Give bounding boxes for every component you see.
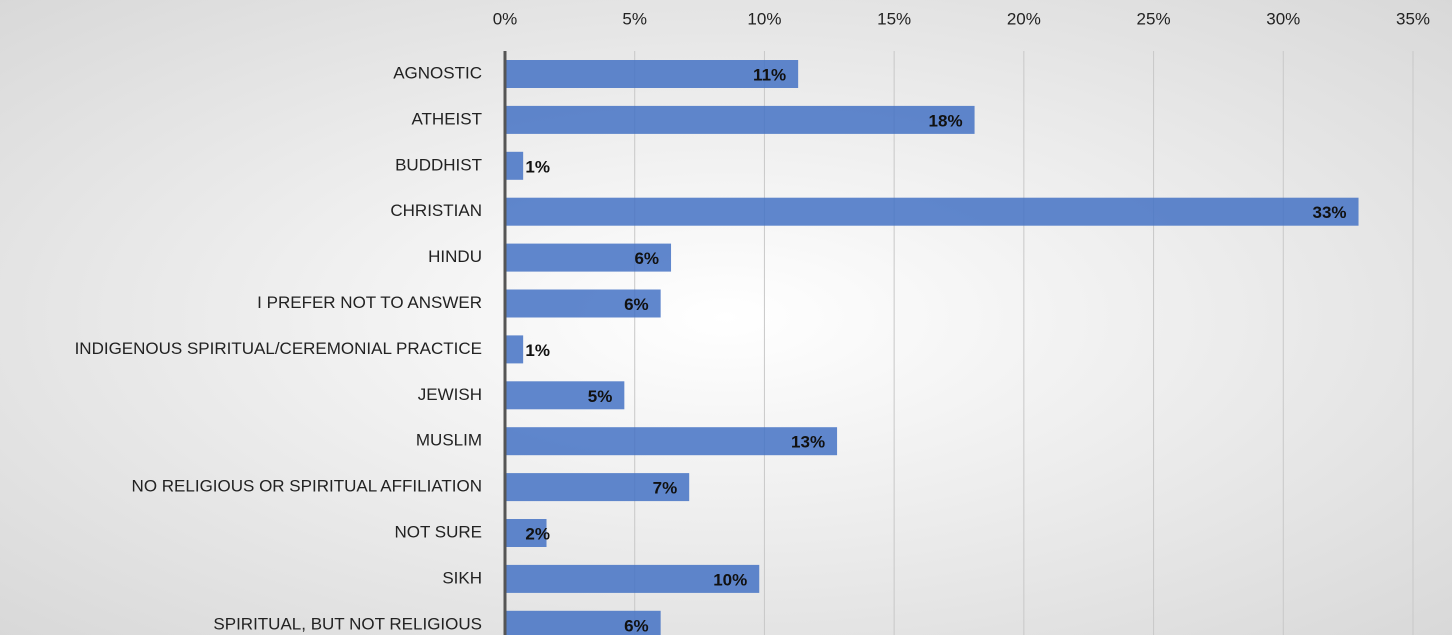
bar xyxy=(505,519,547,547)
bar xyxy=(505,610,661,635)
value-label: 11% xyxy=(753,65,786,84)
bar xyxy=(505,289,661,318)
bar xyxy=(505,105,975,134)
x-tick-label: 35% xyxy=(1396,9,1430,28)
bar xyxy=(505,243,672,272)
bar xyxy=(505,381,625,410)
value-label: 1% xyxy=(525,341,550,360)
value-label: 7% xyxy=(653,479,678,498)
y-tick-label: JEWISH xyxy=(418,385,482,404)
x-tick-label: 30% xyxy=(1266,9,1300,28)
x-tick-label: 25% xyxy=(1137,9,1171,28)
value-label: 13% xyxy=(791,433,825,452)
value-label: 33% xyxy=(1312,203,1346,222)
y-tick-label: I PREFER NOT TO ANSWER xyxy=(257,293,482,312)
value-label: 6% xyxy=(634,249,659,268)
y-tick-label: BUDDHIST xyxy=(395,155,482,174)
y-tick-label: INDIGENOUS SPIRITUAL/CEREMONIAL PRACTICE xyxy=(75,339,482,358)
bar xyxy=(505,197,1359,226)
bar xyxy=(505,151,524,180)
value-label: 18% xyxy=(929,111,963,130)
x-tick-label: 20% xyxy=(1007,9,1041,28)
y-tick-label: HINDU xyxy=(428,247,482,266)
bar xyxy=(505,473,690,502)
y-tick-label: SPIRITUAL, BUT NOT RELIGIOUS xyxy=(213,614,482,633)
x-tick-label: 10% xyxy=(747,9,781,28)
bar xyxy=(505,564,760,593)
y-tick-label: CHRISTIAN xyxy=(390,201,482,220)
value-label: 10% xyxy=(713,570,747,589)
value-label: 2% xyxy=(525,524,550,543)
value-label: 1% xyxy=(525,157,550,176)
value-label: 5% xyxy=(588,387,613,406)
y-tick-label: NO RELIGIOUS OR SPIRITUAL AFFILIATION xyxy=(132,477,482,496)
y-tick-label: SIKH xyxy=(442,568,482,587)
bar xyxy=(505,427,838,456)
x-tick-label: 0% xyxy=(493,9,518,28)
y-tick-label: ATHEIST xyxy=(411,109,482,128)
x-tick-label: 5% xyxy=(622,9,647,28)
y-tick-label: AGNOSTIC xyxy=(393,63,482,82)
y-tick-label: NOT SURE xyxy=(394,522,482,541)
bar xyxy=(505,335,524,364)
value-label: 6% xyxy=(624,295,649,314)
y-tick-label: MUSLIM xyxy=(416,431,482,450)
value-label: 6% xyxy=(624,616,649,635)
x-tick-label: 15% xyxy=(877,9,911,28)
bar xyxy=(505,60,799,88)
